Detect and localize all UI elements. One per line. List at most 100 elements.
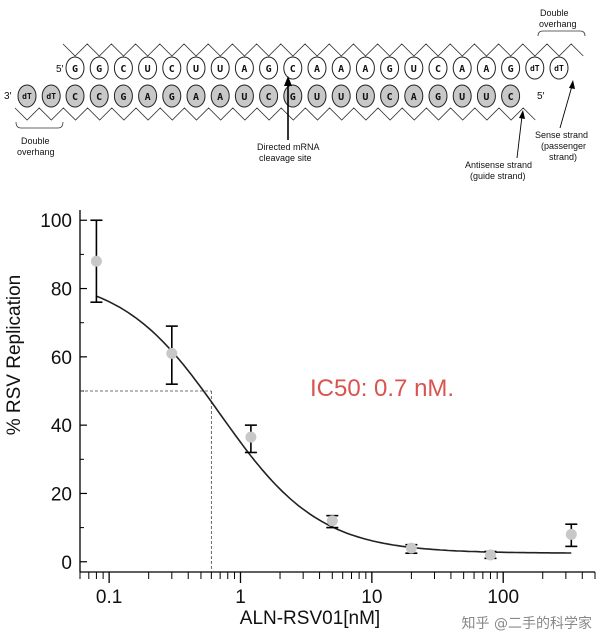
sense-nucleotide-label: A [314, 64, 320, 75]
antisense-nucleotide-label: G [169, 92, 175, 103]
sense-nucleotide-circle [113, 56, 133, 80]
antisense-nucleotide-label: A [217, 92, 223, 103]
y-ticks: 0 20 40 60 80 100 [40, 211, 87, 574]
antisense-nucleotide-circle [307, 84, 327, 108]
antisense-arrow [516, 115, 523, 159]
sense-nucleotide-circle [380, 56, 400, 80]
antisense-line1: Antisense strand [465, 160, 532, 170]
x-tick-label: 1 [235, 587, 246, 608]
sense-nucleotide-label: U [193, 64, 199, 75]
antisense-nucleotide-label: G [120, 92, 126, 103]
cleavage-line1: Directed mRNA [257, 142, 320, 152]
y-tick-label: 80 [51, 280, 72, 301]
sense-nucleotide-circle [162, 56, 182, 80]
antisense-nucleotide-label: A [145, 92, 151, 103]
sense-nucleotide-circle [307, 56, 327, 80]
antisense-nucleotide-label: U [459, 92, 465, 103]
cleavage-line2: cleavage site [259, 153, 312, 163]
antisense-nucleotide-circle [234, 84, 254, 108]
sense-overhang-circle [525, 56, 545, 80]
antisense-nucleotide-circle [331, 84, 351, 108]
sense-nucleotide-circle [283, 56, 303, 80]
y-tick-label: 0 [61, 553, 72, 574]
data-point [405, 542, 417, 554]
sense-nucleotide-circle [428, 56, 448, 80]
antisense-nucleotide-label: U [338, 92, 344, 103]
sense-nucleotide-label: C [120, 64, 126, 75]
sense-nucleotide-circle [501, 56, 521, 80]
antisense-nucleotide-circle [89, 84, 109, 108]
antisense-nucleotide-label: C [508, 92, 514, 103]
antisense-nucleotide-label: C [387, 92, 393, 103]
data-point [166, 347, 178, 359]
antisense-nucleotide-circle [476, 84, 496, 108]
antisense-overhang-label: dT [22, 92, 32, 101]
overhang-bottom-bracket [15, 121, 64, 129]
sense-nucleotide-label: G [96, 64, 102, 75]
sense-nucleotide-circle [355, 56, 375, 80]
sense-overhang-circle [549, 56, 569, 80]
antisense-nucleotide-circle [113, 84, 133, 108]
cleavage-arrowhead [284, 76, 292, 86]
antisense-nucleotide-circle [355, 84, 375, 108]
antisense-nucleotide-circle [162, 84, 182, 108]
data-point [326, 515, 338, 527]
sense-overhang-label: dT [554, 64, 564, 73]
x-tick-label: 10 [361, 587, 382, 608]
sense-nucleotide-circle [476, 56, 496, 80]
sense-nucleotide-circle [452, 56, 472, 80]
sense-nucleotide-label: G [72, 64, 78, 75]
sense-nucleotide-label: U [217, 64, 223, 75]
sense-nucleotide-circle [210, 56, 230, 80]
antisense-5prime-label: 5′ [537, 91, 545, 102]
antisense-nucleotide-label: A [193, 92, 199, 103]
antisense-3prime-label: 3′ [4, 91, 12, 102]
data-point [245, 431, 257, 443]
y-tick-label: 40 [51, 416, 72, 437]
sense-nucleotide-label: C [435, 64, 441, 75]
antisense-nucleotide-circle [186, 84, 206, 108]
antisense-nucleotide-circle [501, 84, 521, 108]
sense-nucleotide-label: G [508, 64, 514, 75]
sense-nucleotide-circle [259, 56, 279, 80]
sense-nucleotide-label: A [459, 64, 465, 75]
sense-nucleotide-label: A [362, 64, 368, 75]
sense-nucleotide-label: C [290, 64, 296, 75]
sense-nucleotide-label: U [145, 64, 151, 75]
overhang-top-bracket [537, 30, 586, 37]
sense-nucleotide-circle [89, 56, 109, 80]
sense-nucleotide-label: A [241, 64, 247, 75]
antisense-strand-backbone [14, 107, 536, 121]
sense-nucleotide-label: A [338, 64, 344, 75]
sense-nucleotide-circle [331, 56, 351, 80]
sense-nucleotide-label: G [266, 64, 272, 75]
antisense-nucleotide-circle [452, 84, 472, 108]
data-point [90, 255, 102, 267]
x-ticks: 0.1 1 10 100 [79, 572, 596, 608]
data-point [484, 549, 496, 561]
sense-nucleotide-label: G [387, 64, 393, 75]
antisense-overhang-label: dT [46, 92, 56, 101]
sense-line2: (passenger [541, 141, 586, 151]
antisense-nucleotide-label: U [483, 92, 489, 103]
x-tick-label: 100 [487, 587, 519, 608]
y-tick-label: 60 [51, 348, 72, 369]
y-axis-title: % RSV Replication [4, 275, 25, 436]
antisense-nucleotide-label: U [314, 92, 320, 103]
antisense-nucleotide-label: C [96, 92, 102, 103]
antisense-nucleotide-circle [404, 84, 424, 108]
antisense-nucleotide-label: C [266, 92, 272, 103]
data-points [90, 255, 577, 561]
ic50-guide-lines [80, 390, 212, 572]
sense-strand-backbone [62, 43, 584, 57]
antisense-nucleotide-circle [259, 84, 279, 108]
antisense-overhang-circle [41, 84, 61, 108]
antisense-nucleotide-label: G [290, 92, 296, 103]
y-tick-label: 100 [40, 211, 72, 232]
antisense-nucleotide-label: U [241, 92, 247, 103]
sense-nucleotide-circle [65, 56, 85, 80]
y-tick-label: 20 [51, 484, 72, 505]
x-axis-title: ALN-RSV01[nM] [240, 608, 380, 629]
overhang-top-line2: overhang [539, 19, 577, 29]
